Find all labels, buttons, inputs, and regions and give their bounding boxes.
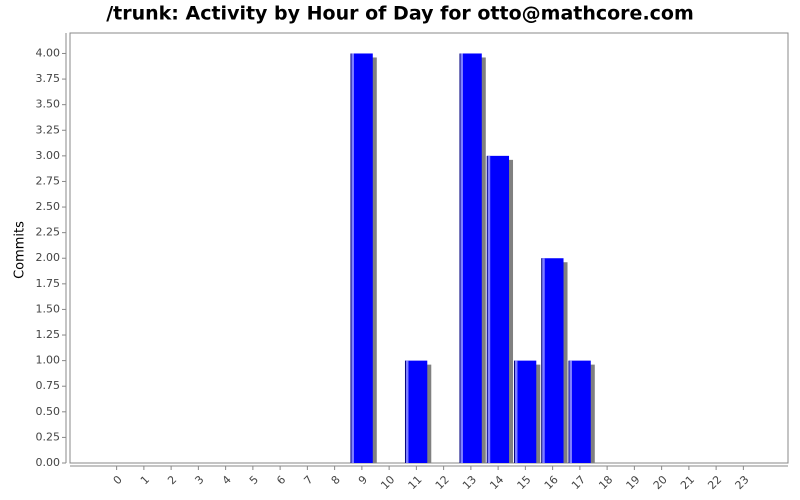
bar	[514, 360, 537, 463]
x-tick-label: 14	[487, 473, 506, 492]
x-tick-label: 0	[111, 473, 125, 487]
y-tick-label: 0.25	[36, 430, 61, 443]
x-tick-label: 23	[733, 473, 752, 492]
x-tick-label: 4	[220, 473, 234, 487]
bar-highlight	[568, 360, 572, 463]
y-tick-label: 0.75	[36, 379, 61, 392]
x-tick-label: 7	[301, 473, 315, 487]
y-tick-label: 0.00	[36, 456, 61, 469]
y-tick-label: 1.25	[36, 328, 61, 341]
bar	[568, 360, 591, 463]
x-tick-label: 21	[678, 473, 697, 492]
y-tick-label: 1.75	[36, 277, 61, 290]
x-tick-label: 15	[515, 473, 534, 492]
bar	[350, 53, 373, 463]
bar-highlight	[541, 258, 545, 463]
y-tick-label: 2.25	[36, 226, 61, 239]
y-tick-label: 1.50	[36, 302, 61, 315]
x-tick-label: 3	[192, 473, 206, 487]
x-tick-label: 11	[406, 473, 425, 492]
y-tick-label: 3.00	[36, 149, 61, 162]
y-tick-label: 1.00	[36, 354, 61, 367]
x-tick-label: 17	[569, 473, 588, 492]
bar-highlight	[459, 53, 463, 463]
bar-highlight	[350, 53, 354, 463]
chart-title: /trunk: Activity by Hour of Day for otto…	[106, 3, 694, 25]
x-tick-label: 13	[460, 473, 479, 492]
y-tick-label: 3.25	[36, 123, 61, 136]
y-tick-label: 3.75	[36, 72, 61, 85]
bar	[541, 258, 564, 463]
x-tick-label: 10	[378, 473, 397, 492]
x-tick-label: 16	[542, 473, 561, 492]
bar-highlight	[514, 360, 518, 463]
bar-highlight	[405, 360, 409, 463]
x-tick-label: 6	[274, 473, 288, 487]
x-tick-label: 5	[247, 473, 261, 487]
y-tick-label: 2.75	[36, 174, 61, 187]
x-tick-label: 1	[138, 473, 152, 487]
y-tick-label: 2.00	[36, 251, 61, 264]
x-tick-label: 19	[624, 473, 643, 492]
x-tick-label: 9	[356, 473, 370, 487]
x-tick-label: 20	[651, 473, 670, 492]
bar	[459, 53, 482, 463]
x-tick-label: 8	[329, 473, 343, 487]
y-tick-label: 4.00	[36, 46, 61, 59]
bar	[487, 155, 510, 463]
x-tick-label: 2	[165, 473, 179, 487]
x-tick-label: 12	[433, 473, 452, 492]
bar	[405, 360, 428, 463]
x-tick-label: 18	[596, 473, 615, 492]
x-tick-label: 22	[705, 473, 724, 492]
y-tick-label: 3.50	[36, 98, 61, 111]
y-tick-label: 2.50	[36, 200, 61, 213]
y-axis-label: Commits	[13, 221, 28, 279]
bar-highlight	[487, 155, 491, 463]
y-tick-label: 0.50	[36, 405, 61, 418]
